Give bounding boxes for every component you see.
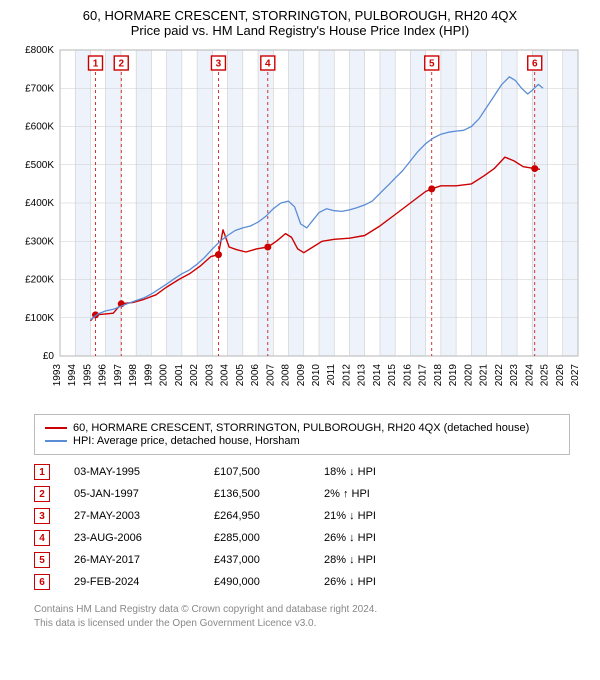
svg-text:2011: 2011 [326, 364, 337, 386]
svg-text:1996: 1996 [98, 364, 109, 387]
svg-text:2018: 2018 [433, 364, 444, 387]
transaction-date: 05-JAN-1997 [74, 488, 214, 500]
svg-text:1999: 1999 [143, 364, 154, 387]
transaction-vs-hpi: 26% ↓ HPI [324, 576, 376, 588]
svg-text:2026: 2026 [555, 364, 566, 387]
transaction-price: £107,500 [214, 466, 324, 478]
svg-text:2025: 2025 [540, 364, 551, 387]
transactions-table: 1 03-MAY-1995£107,50018% ↓ HPI 2 05-JAN-199… [34, 461, 570, 593]
svg-text:1995: 1995 [82, 364, 93, 387]
transaction-vs-hpi: 28% ↓ HPI [324, 554, 376, 566]
transaction-price: £437,000 [214, 554, 324, 566]
svg-text:2021: 2021 [479, 364, 490, 387]
svg-text:2024: 2024 [524, 364, 535, 387]
svg-text:£600K: £600K [25, 122, 54, 133]
svg-text:£800K: £800K [25, 45, 54, 56]
svg-text:2012: 2012 [341, 364, 352, 387]
table-row: 4 23-AUG-2006£285,00026% ↓ HPI [34, 527, 570, 549]
transaction-vs-hpi: 18% ↓ HPI [324, 466, 376, 478]
svg-text:2016: 2016 [402, 364, 413, 387]
svg-text:2027: 2027 [570, 364, 581, 387]
svg-text:2001: 2001 [174, 364, 185, 387]
svg-text:2014: 2014 [372, 364, 383, 387]
svg-text:2017: 2017 [418, 364, 429, 387]
transaction-vs-hpi: 21% ↓ HPI [324, 510, 376, 522]
svg-text:2013: 2013 [357, 364, 368, 387]
svg-text:2009: 2009 [296, 364, 307, 387]
attribution-footer: Contains HM Land Registry data © Crown c… [34, 603, 588, 630]
svg-text:2007: 2007 [265, 364, 276, 387]
svg-text:£0: £0 [43, 351, 55, 362]
svg-text:2010: 2010 [311, 364, 322, 387]
transaction-date: 27-MAY-2003 [74, 510, 214, 522]
svg-text:£300K: £300K [25, 236, 54, 247]
transaction-badge: 4 [34, 530, 50, 546]
transaction-vs-hpi: 26% ↓ HPI [324, 532, 376, 544]
transaction-date: 26-MAY-2017 [74, 554, 214, 566]
transaction-badge: 5 [34, 552, 50, 568]
transaction-date: 29-FEB-2024 [74, 576, 214, 588]
transaction-badge: 1 [34, 464, 50, 480]
transaction-badge: 6 [34, 574, 50, 590]
svg-text:£500K: £500K [25, 160, 54, 171]
svg-text:2003: 2003 [204, 364, 215, 387]
footer-line1: Contains HM Land Registry data © Crown c… [34, 603, 588, 617]
footer-line2: This data is licensed under the Open Gov… [34, 617, 588, 631]
svg-text:£200K: £200K [25, 275, 54, 286]
transaction-vs-hpi: 2% ↑ HPI [324, 488, 370, 500]
legend-label: 60, HORMARE CRESCENT, STORRINGTON, PULBO… [73, 422, 529, 434]
svg-text:2005: 2005 [235, 364, 246, 387]
svg-text:1998: 1998 [128, 364, 139, 387]
svg-text:2023: 2023 [509, 364, 520, 387]
page-title-line2: Price paid vs. HM Land Registry's House … [6, 23, 594, 38]
legend-item-hpi: HPI: Average price, detached house, Hors… [45, 435, 559, 447]
transaction-price: £264,950 [214, 510, 324, 522]
legend-panel: 60, HORMARE CRESCENT, STORRINGTON, PULBO… [34, 414, 570, 455]
svg-text:3: 3 [216, 59, 222, 70]
svg-text:1: 1 [93, 59, 99, 70]
transaction-date: 23-AUG-2006 [74, 532, 214, 544]
svg-text:2020: 2020 [463, 364, 474, 387]
transaction-price: £285,000 [214, 532, 324, 544]
svg-text:2004: 2004 [220, 364, 231, 387]
table-row: 2 05-JAN-1997£136,5002% ↑ HPI [34, 483, 570, 505]
price-chart: £0 £100K £200K £300K £400K £500K £600K £700K £80… [12, 44, 588, 404]
table-row: 1 03-MAY-1995£107,50018% ↓ HPI [34, 461, 570, 483]
svg-text:2015: 2015 [387, 364, 398, 387]
svg-text:1993: 1993 [52, 364, 63, 387]
svg-text:5: 5 [429, 59, 435, 70]
table-row: 3 27-MAY-2003£264,95021% ↓ HPI [34, 505, 570, 527]
transaction-date: 03-MAY-1995 [74, 466, 214, 478]
svg-text:2002: 2002 [189, 364, 200, 387]
svg-text:£700K: £700K [25, 83, 54, 94]
table-row: 6 29-FEB-2024£490,00026% ↓ HPI [34, 571, 570, 593]
svg-text:2: 2 [118, 59, 124, 70]
legend-item-property: 60, HORMARE CRESCENT, STORRINGTON, PULBO… [45, 422, 559, 434]
svg-text:£100K: £100K [25, 313, 54, 324]
svg-text:2006: 2006 [250, 364, 261, 387]
legend-label: HPI: Average price, detached house, Hors… [73, 435, 300, 447]
svg-text:2019: 2019 [448, 364, 459, 387]
page-title-line1: 60, HORMARE CRESCENT, STORRINGTON, PULBO… [6, 8, 594, 23]
svg-text:6: 6 [532, 59, 538, 70]
transaction-price: £490,000 [214, 576, 324, 588]
svg-text:£400K: £400K [25, 198, 54, 209]
svg-text:2008: 2008 [281, 364, 292, 387]
svg-text:2022: 2022 [494, 364, 505, 387]
svg-text:1997: 1997 [113, 364, 124, 387]
transaction-price: £136,500 [214, 488, 324, 500]
svg-text:4: 4 [265, 59, 271, 70]
transaction-badge: 2 [34, 486, 50, 502]
svg-text:1994: 1994 [67, 364, 78, 387]
table-row: 5 26-MAY-2017£437,00028% ↓ HPI [34, 549, 570, 571]
transaction-badge: 3 [34, 508, 50, 524]
svg-text:2000: 2000 [159, 364, 170, 387]
